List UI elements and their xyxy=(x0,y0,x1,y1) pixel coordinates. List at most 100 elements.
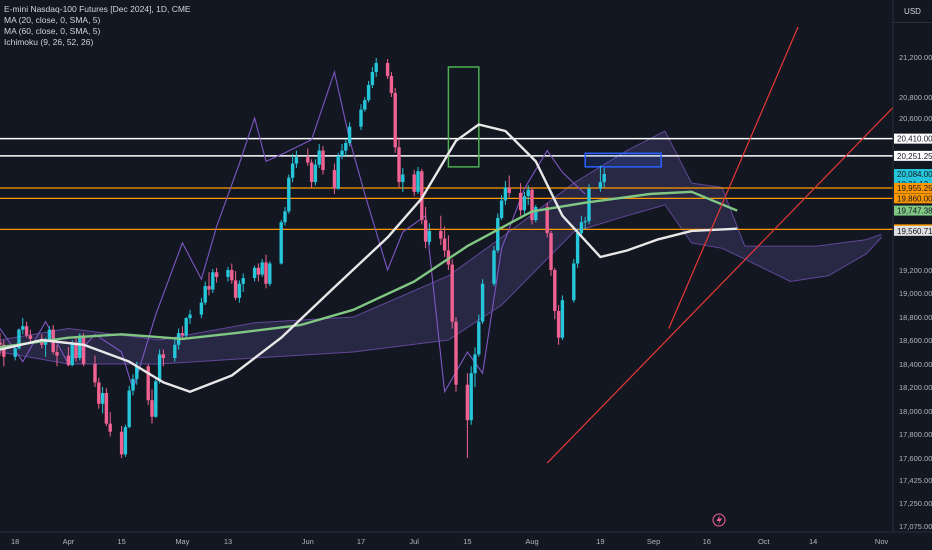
candle xyxy=(157,349,162,384)
candle-body xyxy=(290,163,295,178)
candle-body xyxy=(439,230,443,239)
candle-body xyxy=(287,177,291,212)
candle xyxy=(477,314,481,357)
candle-body xyxy=(473,354,477,374)
price-axis[interactable]: 21,200.00 20,800.00 20,600.00 19,200.00 19,0… xyxy=(892,0,932,550)
candle-body xyxy=(226,270,230,277)
candle-body xyxy=(0,342,2,345)
candle-body xyxy=(477,321,481,355)
candle xyxy=(123,424,128,457)
candle-body xyxy=(81,335,86,364)
candle-body xyxy=(78,335,82,358)
candle xyxy=(309,159,314,188)
candle xyxy=(0,333,2,356)
candle xyxy=(427,223,432,246)
candle-body xyxy=(184,318,188,336)
candle-body xyxy=(583,221,587,223)
candle-body xyxy=(237,283,242,298)
candle xyxy=(507,175,511,198)
currency-label[interactable]: USD xyxy=(893,0,932,23)
candle xyxy=(344,139,348,156)
candle xyxy=(465,373,470,458)
candle xyxy=(450,259,454,329)
candle xyxy=(587,184,591,225)
candle-body xyxy=(2,344,6,357)
candle xyxy=(401,167,405,192)
price-tick-label: 18,400.00 xyxy=(899,360,932,369)
candle xyxy=(492,246,496,287)
trend-line[interactable] xyxy=(546,107,894,464)
time-tick-label: Apr xyxy=(63,537,75,546)
annotations[interactable] xyxy=(447,66,662,168)
candle xyxy=(287,174,291,214)
ichimoku-legend[interactable]: Ichimoku (9, 26, 52, 26) xyxy=(4,37,94,47)
candle-body xyxy=(74,342,78,358)
candle-body xyxy=(123,427,128,455)
lightning-icon-ring[interactable] xyxy=(712,513,726,527)
candle-body xyxy=(518,192,523,211)
candle xyxy=(522,191,527,216)
candle-body xyxy=(526,189,530,197)
candle xyxy=(131,374,135,396)
price-tick-label: 21,200.00 xyxy=(899,53,932,62)
candle-body xyxy=(450,264,454,322)
time-tick-label: Oct xyxy=(758,537,771,546)
candle-body xyxy=(127,390,131,428)
candle-body xyxy=(173,344,177,358)
candle xyxy=(556,305,561,345)
horizontal-levels[interactable] xyxy=(0,137,893,231)
candle-body xyxy=(549,233,553,270)
ma60-legend[interactable]: MA (60, close, 0, SMA, 5) xyxy=(4,26,101,36)
candle xyxy=(359,104,363,130)
candle xyxy=(21,318,25,335)
candle-body xyxy=(442,238,447,251)
candle xyxy=(499,195,504,221)
blue-rectangle[interactable] xyxy=(584,152,662,168)
candle-body xyxy=(602,174,606,183)
ma20-line xyxy=(0,123,738,393)
candle xyxy=(294,150,299,168)
trend-lines[interactable] xyxy=(546,26,894,464)
candle xyxy=(579,215,584,238)
candle-body xyxy=(268,263,272,284)
symbol-title[interactable]: E-mini Nasdaq-100 Futures [Dec 2024], 1D… xyxy=(4,4,191,14)
price-tag-white xyxy=(894,133,932,144)
candle xyxy=(290,153,295,183)
candle xyxy=(442,226,447,257)
lightning-icon[interactable] xyxy=(712,513,726,527)
time-axis[interactable]: 18 Apr 15 May 13 Jun 17 Jul 15 Aug 19 Sep 16 Oct 14 Nov xyxy=(0,531,932,550)
candle xyxy=(268,261,272,287)
candle xyxy=(154,377,158,418)
lightning-icon-bolt[interactable] xyxy=(716,515,723,525)
candle xyxy=(366,81,371,103)
candle xyxy=(534,204,538,223)
candle-body xyxy=(503,187,508,201)
candle-body xyxy=(359,109,363,127)
time-tick-label: Sep xyxy=(647,537,660,546)
ma20-legend[interactable]: MA (20, close, 0, SMA, 5) xyxy=(4,15,101,25)
trend-line[interactable] xyxy=(668,26,799,329)
candle-body xyxy=(241,278,245,284)
green-rectangle[interactable] xyxy=(447,66,480,168)
candle xyxy=(572,259,576,303)
cloud-fill xyxy=(0,131,882,364)
candle-body xyxy=(560,300,565,338)
candle xyxy=(530,187,534,225)
candle-body xyxy=(119,431,124,455)
candle-body xyxy=(587,188,591,222)
candle-body xyxy=(389,76,394,93)
candle-body xyxy=(55,352,59,356)
chart-legend: E-mini Nasdaq-100 Futures [Dec 2024], 1D… xyxy=(4,4,191,48)
price-axis-background xyxy=(893,0,932,550)
candle-body xyxy=(374,63,378,72)
candle-body xyxy=(420,171,424,221)
time-tick-label: 16 xyxy=(703,537,711,546)
candle-body xyxy=(294,157,299,164)
price-tick-label: 17,425.00 xyxy=(899,476,932,485)
candle-body xyxy=(321,150,325,171)
candle xyxy=(108,412,112,437)
candle-body xyxy=(70,342,74,366)
time-tick-label: 14 xyxy=(809,537,817,546)
